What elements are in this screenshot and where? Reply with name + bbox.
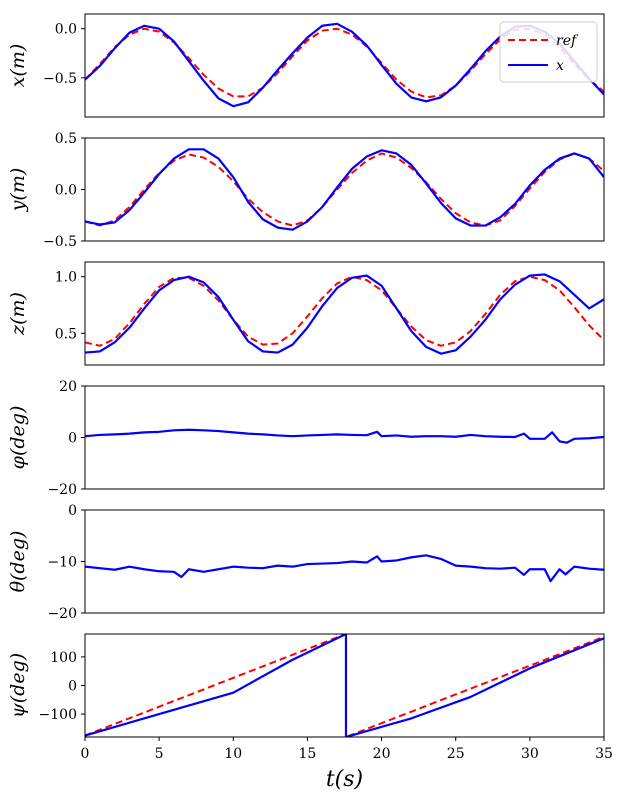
x-tick-label: 0	[81, 746, 90, 762]
subplot-2: −0.5 0.0 0.5 y(m)	[7, 131, 605, 250]
series-line-psi	[85, 634, 604, 737]
y-tick-label: 0	[68, 503, 77, 519]
y-axis-label: y(m)	[7, 168, 29, 213]
series-line-ref	[85, 634, 604, 737]
y-tick-label: 1.0	[55, 270, 77, 286]
y-tick-label: 0.5	[55, 326, 77, 342]
axes-frame	[84, 137, 605, 242]
y-tick-label: 0.0	[55, 22, 77, 38]
legend: ref x	[499, 21, 598, 83]
subplot-3: 0.5 1.0 z(m)	[7, 261, 605, 366]
axes-frame	[84, 509, 605, 614]
y-tick-label: −20	[47, 606, 77, 622]
subplot-1: −0.5 0.0 x(m) ref x	[7, 13, 605, 118]
y-tick-label: −20	[47, 482, 77, 498]
y-tick-label: 100	[50, 650, 77, 666]
y-tick-label: 0	[68, 431, 77, 447]
y-tick-label: 0.5	[55, 131, 77, 147]
legend-box	[499, 21, 598, 83]
x-tick-label: 25	[447, 746, 465, 762]
series-line-ref	[85, 275, 604, 347]
x-tick-label: 10	[224, 746, 242, 762]
x-axis-label: t(s)	[326, 767, 363, 792]
y-tick-label: −100	[39, 707, 77, 723]
series-line-phi	[85, 428, 604, 444]
legend-label-ref: ref	[556, 33, 579, 49]
series-line-theta	[85, 554, 604, 583]
y-tick-label: −0.5	[43, 71, 77, 87]
series-line-y	[85, 148, 604, 231]
y-axis-label: x(m)	[7, 44, 29, 88]
legend-label-x: x	[556, 58, 564, 74]
axes-frame	[84, 13, 605, 118]
subplot-5: −20 −10 0 θ(deg)	[7, 503, 605, 622]
x-tick-label: 15	[299, 746, 317, 762]
y-tick-label: −10	[47, 555, 77, 571]
axes-frame	[84, 261, 605, 366]
x-tick-label: 30	[521, 746, 539, 762]
y-axis-label: z(m)	[7, 292, 29, 336]
y-axis-label: ψ(deg)	[7, 653, 29, 718]
y-tick-label: −0.5	[43, 234, 77, 250]
x-tick-label: 5	[155, 746, 164, 762]
axes-frame	[84, 633, 605, 738]
x-tick-label: 20	[373, 746, 391, 762]
subplot-6: −100 0 100 ψ(deg) 0 5 10 15 20 25 30 35 t(s)	[7, 633, 613, 792]
subplot-4: −20 0 20 φ(deg)	[7, 379, 605, 498]
y-tick-label: 0.0	[55, 183, 77, 199]
y-axis-label: θ(deg)	[7, 531, 29, 593]
series-line-z	[85, 273, 604, 355]
y-tick-label: 0	[68, 679, 77, 695]
axes-frame	[84, 385, 605, 490]
y-tick-label: 20	[59, 379, 77, 395]
y-axis-label: φ(deg)	[7, 406, 29, 470]
x-tick-label: 35	[595, 746, 613, 762]
